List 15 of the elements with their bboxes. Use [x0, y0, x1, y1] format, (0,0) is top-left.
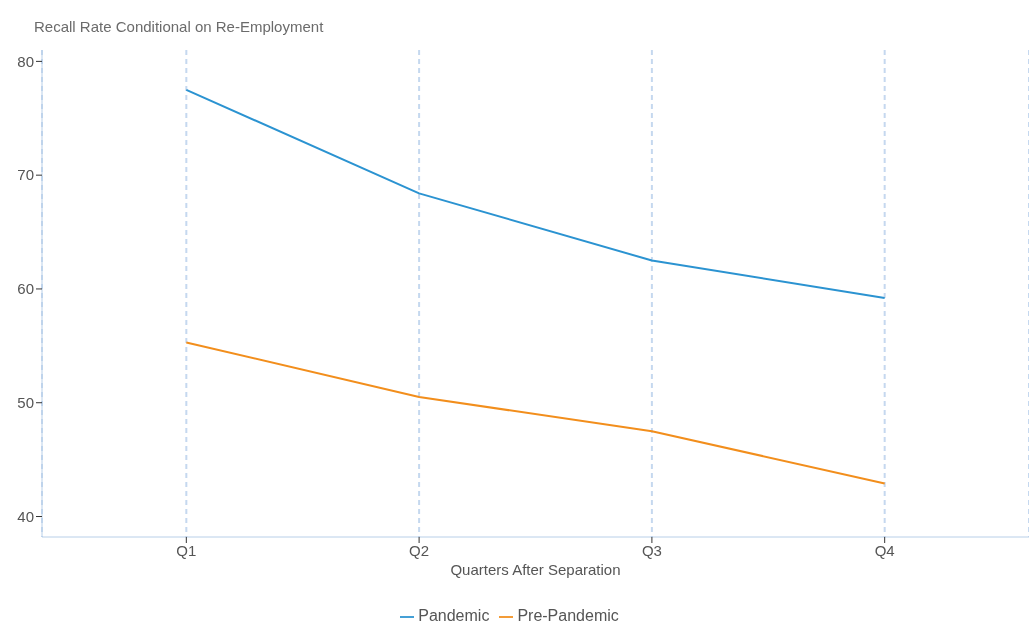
x-tick-label: Q1	[176, 541, 197, 559]
y-tick-label: 70	[17, 166, 34, 184]
x-tick-label: Q3	[641, 541, 662, 559]
y-tick-label: 60	[17, 280, 34, 298]
x-tick-label: Q4	[874, 541, 895, 559]
legend-label: Pre-Pandemic	[517, 607, 619, 624]
x-tick-label: Q2	[409, 541, 430, 559]
line-series	[185, 341, 886, 485]
x-axis-title: Quarters After Separation	[450, 561, 621, 578]
y-tick-label: 80	[17, 52, 34, 70]
line-series	[185, 88, 886, 300]
chart-title: Recall Rate Conditional on Re-Employment	[34, 18, 324, 35]
legend-label: Pandemic	[418, 607, 490, 624]
y-tick-label: 40	[17, 507, 34, 525]
y-tick-label: 50	[17, 394, 34, 412]
